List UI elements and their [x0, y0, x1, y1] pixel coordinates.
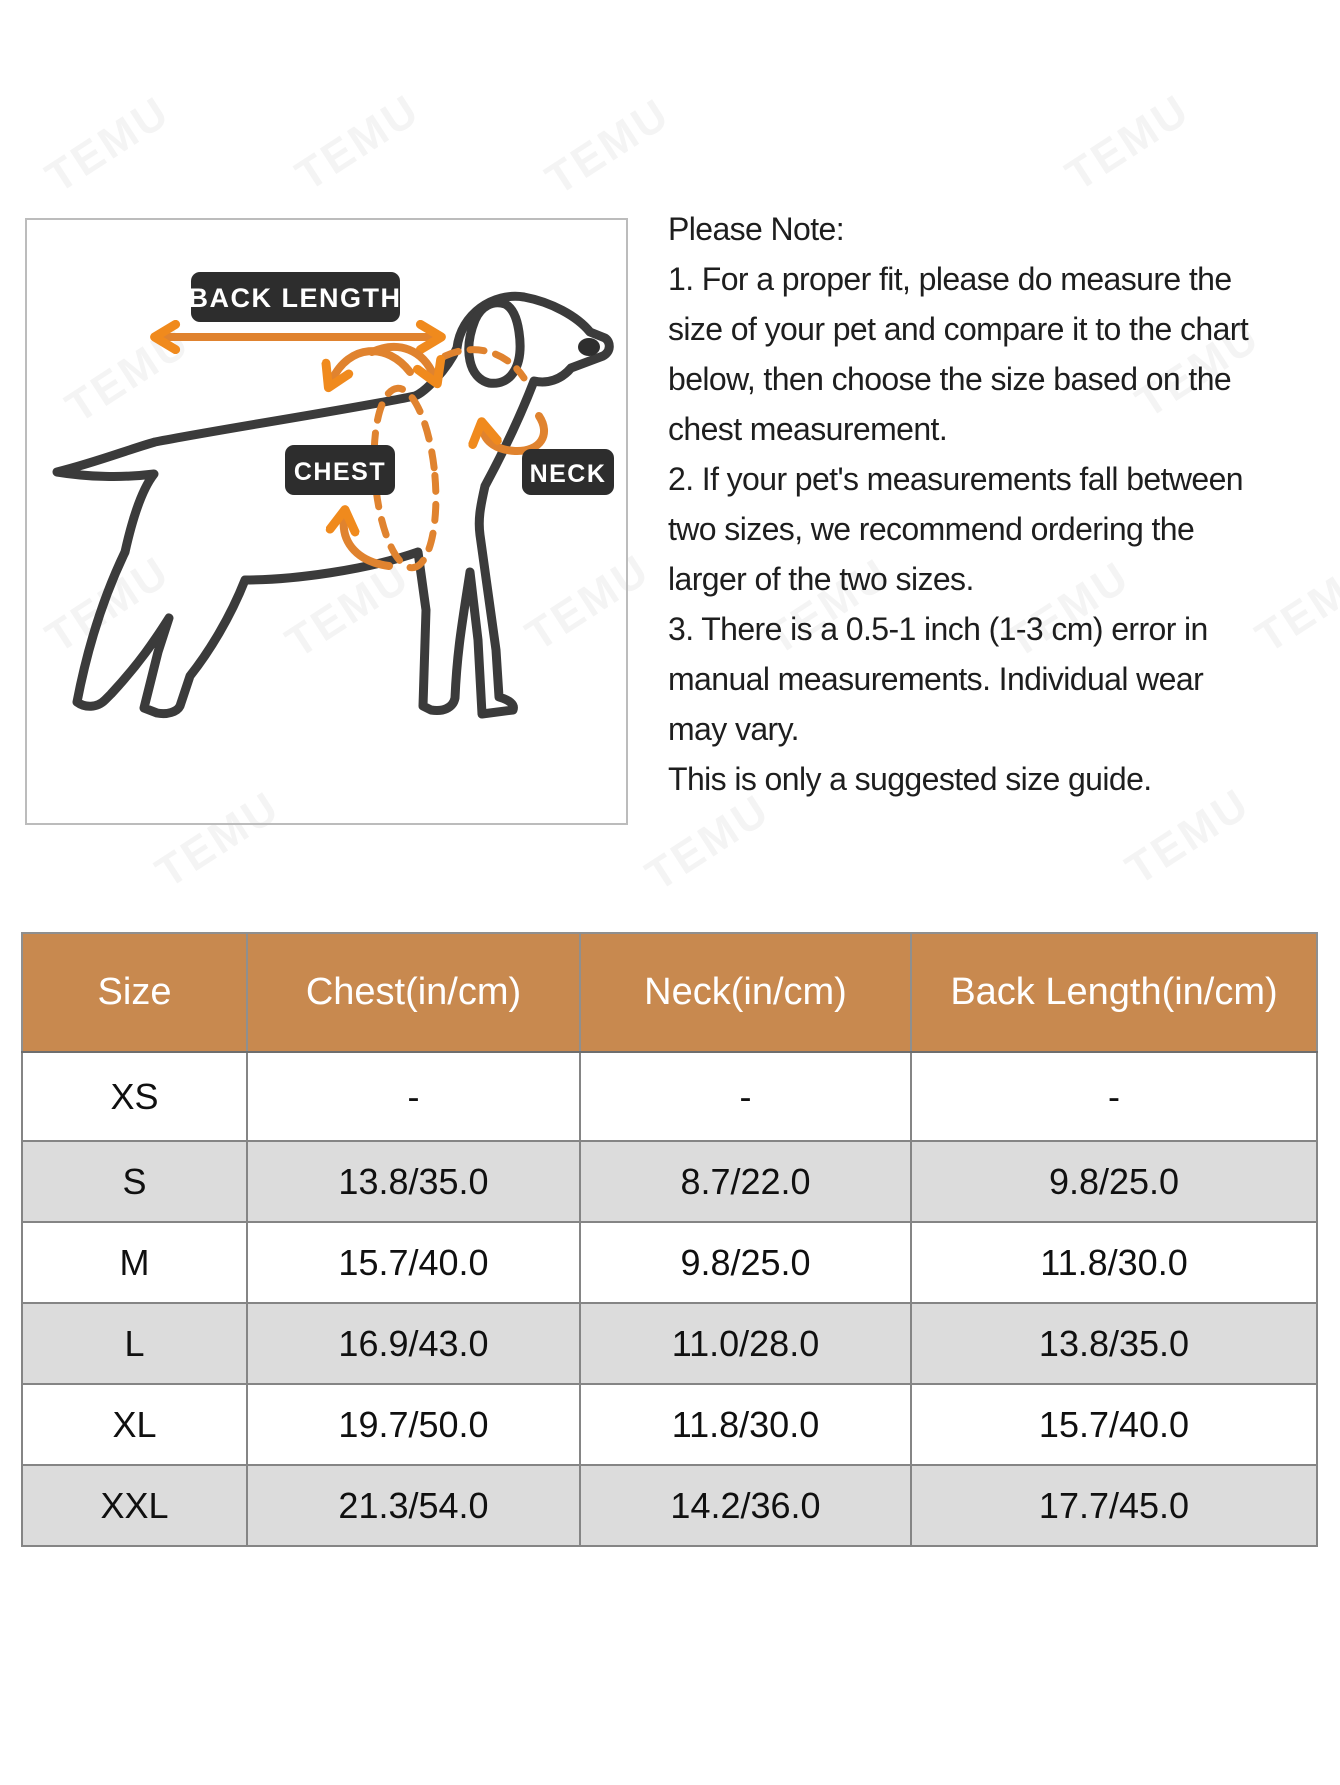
- cell-chest: 15.7/40.0: [246, 1221, 581, 1304]
- note-line: two sizes, we recommend ordering the: [668, 511, 1195, 547]
- column-header-chest: Chest(in/cm): [246, 932, 581, 1053]
- cell-chest: 16.9/43.0: [246, 1302, 581, 1385]
- cell-back-length: 13.8/35.0: [910, 1302, 1318, 1385]
- cell-back-length: -: [910, 1051, 1318, 1142]
- cell-neck: 8.7/22.0: [579, 1140, 912, 1223]
- temu-watermark: TEMU: [537, 88, 679, 205]
- note-line: may vary.: [668, 711, 800, 747]
- dog-nose: [578, 338, 600, 356]
- cell-back-length: 11.8/30.0: [910, 1221, 1318, 1304]
- column-header-back-length: Back Length(in/cm): [910, 932, 1318, 1053]
- cell-neck: 11.8/30.0: [579, 1383, 912, 1466]
- size-chart-table: Size Chest(in/cm) Neck(in/cm) Back Lengt…: [21, 932, 1318, 1547]
- neck-girth-dashed-arc: [441, 346, 528, 382]
- note-line: below, then choose the size based on the: [668, 361, 1232, 397]
- table-row-s: S 13.8/35.0 8.7/22.0 9.8/25.0: [21, 1140, 1318, 1223]
- chest-label-text: CHEST: [294, 458, 386, 486]
- dog-ear: [464, 298, 525, 388]
- cell-size: XXL: [21, 1464, 248, 1547]
- cell-neck: 9.8/25.0: [579, 1221, 912, 1304]
- cell-chest: -: [246, 1051, 581, 1142]
- note-line: This is only a suggested size guide.: [668, 761, 1152, 797]
- cell-back-length: 9.8/25.0: [910, 1140, 1318, 1223]
- temu-watermark: TEMU: [37, 86, 179, 203]
- chest-measure-arrow-bottom: [344, 518, 393, 570]
- cell-size: XL: [21, 1383, 248, 1466]
- cell-neck: 11.0/28.0: [579, 1302, 912, 1385]
- cell-chest: 13.8/35.0: [246, 1140, 581, 1223]
- note-line: 3. There is a 0.5-1 inch (1-3 cm) error …: [668, 611, 1208, 647]
- neck-measure-arrow: [483, 412, 548, 456]
- cell-size: XS: [21, 1051, 248, 1142]
- note-line: 1. For a proper fit, please do measure t…: [668, 261, 1232, 297]
- cell-back-length: 17.7/45.0: [910, 1464, 1318, 1547]
- dog-diagram-svg: BACK LENGTH CHEST NECK: [52, 272, 614, 719]
- note-line: larger of the two sizes.: [668, 561, 974, 597]
- note-line: manual measurements. Individual wear: [668, 661, 1204, 697]
- column-header-neck: Neck(in/cm): [579, 932, 912, 1053]
- neck-base-arrow: [368, 342, 434, 376]
- cell-size: S: [21, 1140, 248, 1223]
- note-line: Please Note:: [668, 211, 845, 247]
- column-header-size: Size: [21, 932, 248, 1053]
- dog-measurement-diagram: BACK LENGTH CHEST NECK: [25, 218, 628, 825]
- temu-watermark: TEMU: [1057, 84, 1199, 201]
- dog-outline-drawing: [52, 291, 614, 719]
- neck-label: NECK: [522, 449, 614, 495]
- size-note: Please Note: 1. For a proper fit, please…: [668, 204, 1328, 804]
- cell-size: L: [21, 1302, 248, 1385]
- cell-size: M: [21, 1221, 248, 1304]
- note-line: size of your pet and compare it to the c…: [668, 311, 1249, 347]
- cell-back-length: 15.7/40.0: [910, 1383, 1318, 1466]
- cell-neck: 14.2/36.0: [579, 1464, 912, 1547]
- back-length-label: BACK LENGTH: [189, 272, 402, 322]
- table-row-xl: XL 19.7/50.0 11.8/30.0 15.7/40.0: [21, 1383, 1318, 1466]
- table-row-m: M 15.7/40.0 9.8/25.0 11.8/30.0: [21, 1221, 1318, 1304]
- back-length-label-text: BACK LENGTH: [189, 283, 402, 313]
- temu-watermark: TEMU: [287, 84, 429, 201]
- cell-chest: 21.3/54.0: [246, 1464, 581, 1547]
- note-line: 2. If your pet's measurements fall betwe…: [668, 461, 1244, 497]
- cell-chest: 19.7/50.0: [246, 1383, 581, 1466]
- table-row-xs: XS - - -: [21, 1051, 1318, 1142]
- table-header-row: Size Chest(in/cm) Neck(in/cm) Back Lengt…: [21, 932, 1318, 1053]
- neck-label-text: NECK: [530, 460, 607, 488]
- table-row-xxl: XXL 21.3/54.0 14.2/36.0 17.7/45.0: [21, 1464, 1318, 1547]
- cell-neck: -: [579, 1051, 912, 1142]
- table-row-l: L 16.9/43.0 11.0/28.0 13.8/35.0: [21, 1302, 1318, 1385]
- note-line: chest measurement.: [668, 411, 948, 447]
- chest-label: CHEST: [285, 445, 395, 495]
